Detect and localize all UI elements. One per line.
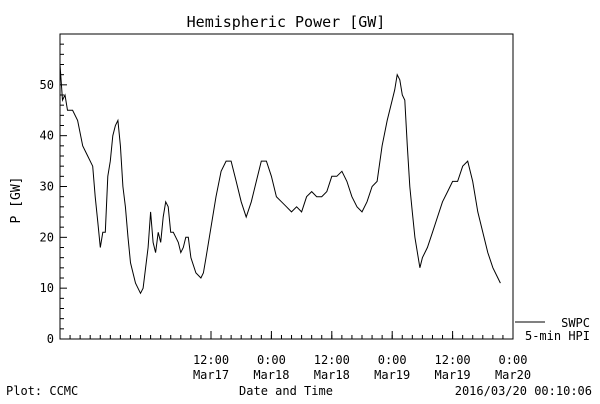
x-axis-ticks: 12:00Mar170:00Mar1812:00Mar180:00Mar1912… (59, 331, 531, 382)
y-tick-label: 10 (40, 281, 54, 295)
y-tick-label: 40 (40, 129, 54, 143)
legend-entry-hpi: 5-min HPI (525, 329, 590, 343)
y-tick-label: 30 (40, 180, 54, 194)
x-tick-label-date: Mar19 (435, 368, 471, 382)
x-tick-label-time: 12:00 (435, 353, 471, 367)
x-tick-label-time: 12:00 (314, 353, 350, 367)
y-tick-label: 50 (40, 78, 54, 92)
footer-left: Plot: CCMC (6, 384, 78, 398)
x-tick-label-time: 12:00 (193, 353, 229, 367)
series-layer (59, 64, 501, 295)
y-axis-label: P [GW] (9, 177, 24, 224)
x-tick-label-date: Mar20 (495, 368, 531, 382)
chart-title: Hemispheric Power [GW] (187, 13, 386, 31)
y-tick-label: 0 (47, 332, 54, 346)
plot-frame (59, 33, 514, 340)
series-line-hpi (59, 64, 501, 295)
x-tick-label-date: Mar18 (253, 368, 289, 382)
legend-entry-swpc: SWPC (561, 316, 590, 330)
x-axis-label: Date and Time (239, 384, 333, 398)
x-tick-label-time: 0:00 (499, 353, 528, 367)
x-tick-label-time: 0:00 (257, 353, 286, 367)
x-tick-label-date: Mar19 (374, 368, 410, 382)
x-tick-label-date: Mar18 (314, 368, 350, 382)
footer-right: 2016/03/20 00:10:06 (455, 384, 592, 398)
x-tick-label-date: Mar17 (193, 368, 229, 382)
y-axis-ticks: 0 10 20 30 40 50 (40, 33, 67, 346)
y-tick-label: 20 (40, 230, 54, 244)
x-tick-label-time: 0:00 (378, 353, 407, 367)
legend: SWPC 5-min HPI (515, 316, 590, 343)
